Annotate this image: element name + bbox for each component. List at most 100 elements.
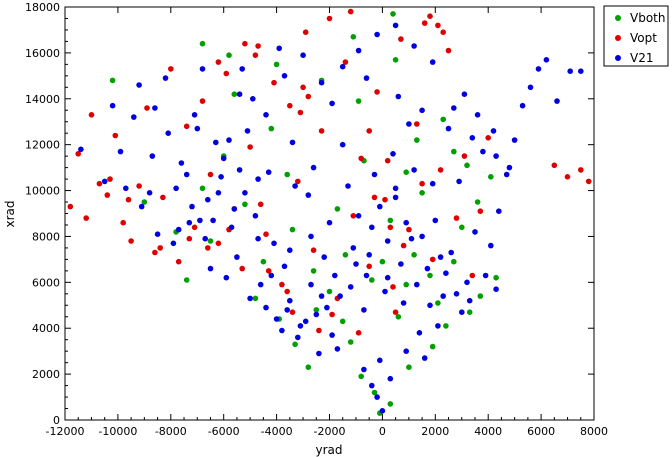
point-vopt [382, 196, 388, 203]
point-vboth [371, 389, 378, 396]
point-v21 [279, 327, 285, 334]
point-v21 [347, 284, 354, 290]
legend-label-v21: V21 [630, 51, 653, 65]
point-v21 [392, 22, 399, 29]
point-vboth [406, 364, 412, 371]
point-vboth [395, 314, 402, 320]
point-v21 [215, 190, 222, 196]
point-v21 [493, 286, 499, 293]
point-v21 [429, 59, 436, 65]
point-v21 [339, 141, 346, 148]
point-vopt [302, 29, 309, 35]
point-v21 [480, 148, 486, 155]
point-vopt [199, 98, 206, 104]
point-v21 [297, 323, 304, 329]
point-v21 [268, 272, 275, 279]
point-v21 [337, 293, 343, 299]
point-v21 [453, 291, 460, 297]
point-v21 [361, 366, 367, 373]
point-v21 [321, 254, 328, 260]
point-v21 [170, 240, 177, 247]
y-tick-label: 16000 [25, 47, 60, 60]
point-vopt [136, 183, 142, 189]
y-tick-label: 0 [53, 414, 60, 427]
point-vopt [183, 123, 190, 130]
point-vopt [168, 66, 174, 72]
point-v21 [334, 346, 341, 352]
point-vopt [400, 242, 407, 249]
point-v21 [379, 408, 386, 414]
point-v21 [403, 219, 410, 226]
point-vboth [464, 162, 470, 169]
point-vboth [350, 34, 357, 40]
point-v21 [186, 219, 193, 226]
point-vboth [339, 318, 346, 325]
point-v21 [490, 128, 497, 134]
point-vboth [451, 258, 457, 265]
point-v21 [369, 382, 375, 389]
point-v21 [263, 304, 269, 311]
legend-label-vopt: Vopt [630, 31, 657, 45]
point-v21 [324, 304, 330, 311]
x-tick-label: 8000 [580, 425, 608, 438]
point-v21 [255, 235, 261, 242]
point-vopt [366, 128, 373, 134]
x-axis: -12000 -10000 -8000 -6000 -4000 -2000 0 2000 400… [46, 7, 608, 438]
point-v21 [191, 112, 198, 118]
point-vboth [260, 258, 267, 265]
point-vboth [379, 258, 386, 265]
point-v21 [459, 309, 465, 316]
point-vopt [316, 327, 322, 334]
point-vopt [265, 268, 272, 274]
point-vopt [437, 167, 444, 173]
point-vopt [67, 203, 74, 210]
point-vboth [109, 77, 116, 84]
point-v21 [392, 185, 399, 192]
point-v21 [205, 196, 211, 203]
point-v21 [271, 240, 277, 247]
point-vopt [239, 265, 245, 272]
point-v21 [398, 261, 404, 267]
point-vopt [175, 258, 182, 265]
point-v21 [202, 235, 208, 242]
point-vboth [488, 174, 494, 180]
point-v21 [287, 247, 293, 253]
point-vopt [83, 215, 89, 221]
legend-label-vboth: Vboth [630, 11, 665, 25]
point-vopt [284, 288, 291, 295]
point-v21 [265, 169, 272, 175]
point-vboth [403, 281, 410, 288]
point-vopt [419, 180, 425, 187]
point-vboth [429, 343, 436, 350]
x-tick-label: 0 [379, 425, 386, 438]
y-tick-label: 18000 [25, 1, 60, 14]
point-vboth [466, 309, 473, 316]
point-v21 [421, 355, 428, 361]
point-vboth [411, 252, 417, 258]
point-v21 [445, 125, 452, 132]
point-vopt [215, 240, 222, 247]
point-vboth [199, 185, 206, 192]
point-v21 [226, 137, 232, 143]
point-v21 [152, 105, 158, 111]
point-v21 [250, 96, 256, 102]
point-vboth [199, 40, 206, 47]
point-v21 [329, 332, 335, 338]
point-vopt [300, 84, 306, 91]
point-vopt [252, 52, 259, 58]
point-v21 [218, 174, 224, 180]
point-vopt [392, 309, 399, 316]
point-v21 [223, 274, 230, 281]
point-vopt [398, 36, 404, 42]
point-vopt [578, 167, 584, 173]
point-vopt [435, 22, 441, 29]
point-vopt [305, 93, 312, 100]
point-vboth [474, 199, 481, 205]
point-vboth [369, 277, 375, 283]
point-v21 [469, 135, 476, 141]
point-vopt [445, 47, 452, 54]
point-vboth [493, 274, 499, 281]
point-vboth [141, 199, 148, 205]
point-vopt [387, 224, 394, 231]
